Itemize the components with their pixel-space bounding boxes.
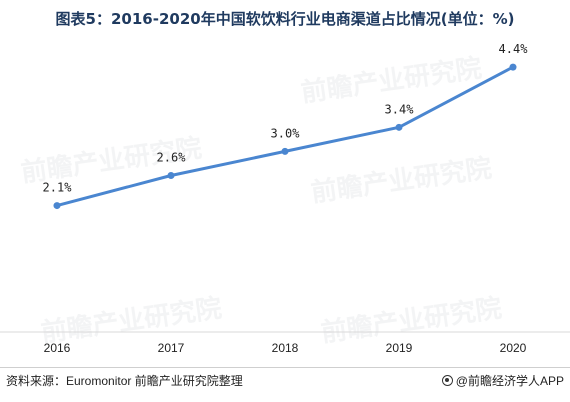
footer-divider	[0, 367, 570, 368]
data-point	[509, 63, 517, 71]
x-tick-label: 2017	[158, 341, 185, 355]
data-point	[53, 202, 61, 210]
data-point	[281, 147, 289, 155]
footer: 资料来源：Euromonitor 前瞻产业研究院整理 @前瞻经济学人APP	[6, 372, 564, 390]
data-point	[395, 123, 403, 131]
series-layer	[53, 63, 517, 210]
data-label: 3.0%	[271, 126, 301, 140]
data-label: 2.1%	[43, 181, 73, 195]
brand-text: @前瞻经济学人APP	[455, 374, 564, 388]
x-tick-label: 2019	[386, 341, 413, 355]
x-tick-label: 2020	[500, 341, 527, 355]
data-label: 2.6%	[157, 150, 187, 164]
data-label: 3.4%	[385, 102, 415, 116]
brand: @前瞻经济学人APP	[441, 372, 564, 389]
data-label: 4.4%	[499, 42, 529, 56]
chart-title: 图表5：2016-2020年中国软饮料行业电商渠道占比情况(单位：%)	[55, 10, 515, 28]
x-axis-ticks: 2016 2017 2018 2019 2020	[44, 341, 527, 355]
brand-logo-icon	[441, 375, 453, 386]
data-labels: 2.1% 2.6% 3.0% 3.4% 4.4%	[43, 42, 529, 194]
source-text: 资料来源：Euromonitor 前瞻产业研究院整理	[6, 374, 243, 388]
x-tick-label: 2016	[44, 341, 71, 355]
x-tick-label: 2018	[272, 341, 299, 355]
data-point	[167, 171, 175, 179]
